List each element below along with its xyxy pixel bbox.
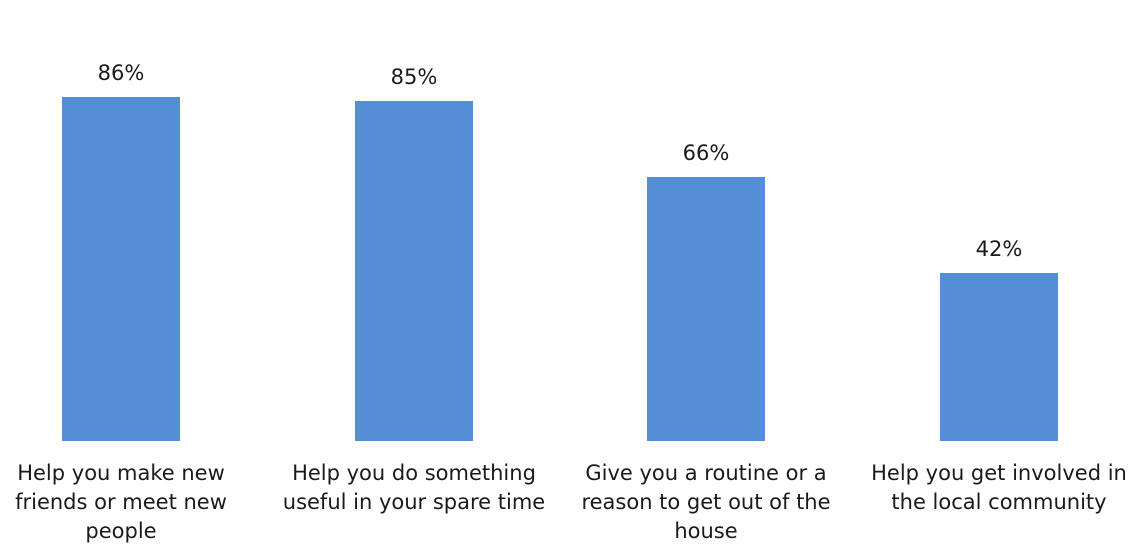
category-label-1: Help you make new friends or meet new peop…: [15, 461, 227, 543]
bar-2: [355, 101, 473, 441]
category-label-3-line-3: house: [674, 519, 737, 543]
value-label-3: 66%: [683, 141, 730, 165]
category-label-3-line-2: reason to get out of the: [581, 490, 830, 514]
value-label-2: 85%: [391, 65, 438, 89]
bars: [62, 97, 1058, 441]
category-label-2: Help you do something useful in your spar…: [283, 461, 545, 514]
category-label-2-line-1: Help you do something: [292, 461, 536, 485]
bar-4: [940, 273, 1058, 441]
category-label-1-line-1: Help you make new: [17, 461, 225, 485]
category-label-3-line-1: Give you a routine or a: [585, 461, 826, 485]
category-label-1-line-3: people: [85, 519, 156, 543]
category-labels: Help you make new friends or meet new peop…: [15, 461, 1127, 543]
category-label-4: Help you get involved in the local commun…: [871, 461, 1127, 514]
bar-1: [62, 97, 180, 441]
category-label-1-line-2: friends or meet new: [15, 490, 227, 514]
category-label-4-line-2: the local community: [891, 490, 1106, 514]
bar-3: [647, 177, 765, 441]
category-label-3: Give you a routine or a reason to get out…: [581, 461, 830, 543]
category-label-4-line-1: Help you get involved in: [871, 461, 1127, 485]
category-label-2-line-2: useful in your spare time: [283, 490, 545, 514]
value-label-4: 42%: [976, 237, 1023, 261]
value-labels: 86% 85% 66% 42%: [98, 61, 1023, 261]
value-label-1: 86%: [98, 61, 145, 85]
